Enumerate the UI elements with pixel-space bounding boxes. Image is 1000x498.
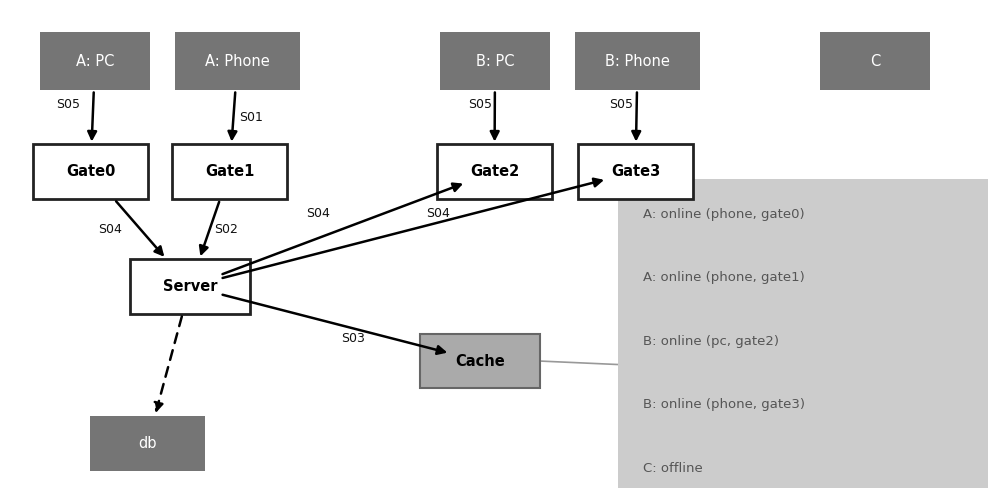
- Bar: [172, 144, 287, 199]
- Text: S03: S03: [341, 332, 365, 345]
- Text: Gate3: Gate3: [611, 164, 660, 179]
- Text: S05: S05: [56, 98, 80, 111]
- Bar: [90, 416, 205, 471]
- Text: S01: S01: [240, 111, 263, 124]
- Bar: [175, 32, 300, 90]
- Bar: [820, 32, 930, 90]
- Text: S04: S04: [426, 208, 450, 221]
- Text: A: PC: A: PC: [76, 53, 114, 69]
- Bar: [578, 144, 693, 199]
- Text: B: PC: B: PC: [476, 53, 514, 69]
- Bar: [440, 32, 550, 90]
- Text: S05: S05: [609, 98, 633, 111]
- Text: A: online (phone, gate1): A: online (phone, gate1): [643, 271, 805, 284]
- Text: C: C: [870, 53, 880, 69]
- Text: db: db: [138, 436, 157, 451]
- Text: S02: S02: [214, 223, 238, 236]
- Text: B: online (phone, gate3): B: online (phone, gate3): [643, 398, 805, 411]
- Text: Server: Server: [163, 279, 217, 294]
- Text: B: Phone: B: Phone: [605, 53, 670, 69]
- Bar: [618, 179, 988, 488]
- Text: B: online (pc, gate2): B: online (pc, gate2): [643, 335, 779, 348]
- Text: Gate1: Gate1: [205, 164, 254, 179]
- Text: S05: S05: [468, 98, 492, 111]
- Bar: [420, 334, 540, 388]
- Text: S04: S04: [306, 207, 330, 221]
- Text: Gate0: Gate0: [66, 164, 115, 179]
- Text: C: offline: C: offline: [643, 462, 703, 475]
- Text: Gate2: Gate2: [470, 164, 519, 179]
- Bar: [130, 259, 250, 314]
- Text: Cache: Cache: [455, 354, 505, 369]
- Text: S04: S04: [98, 223, 122, 236]
- Text: A: Phone: A: Phone: [205, 53, 270, 69]
- Bar: [575, 32, 700, 90]
- Bar: [437, 144, 552, 199]
- Bar: [40, 32, 150, 90]
- Text: A: online (phone, gate0): A: online (phone, gate0): [643, 208, 805, 221]
- Bar: [33, 144, 148, 199]
